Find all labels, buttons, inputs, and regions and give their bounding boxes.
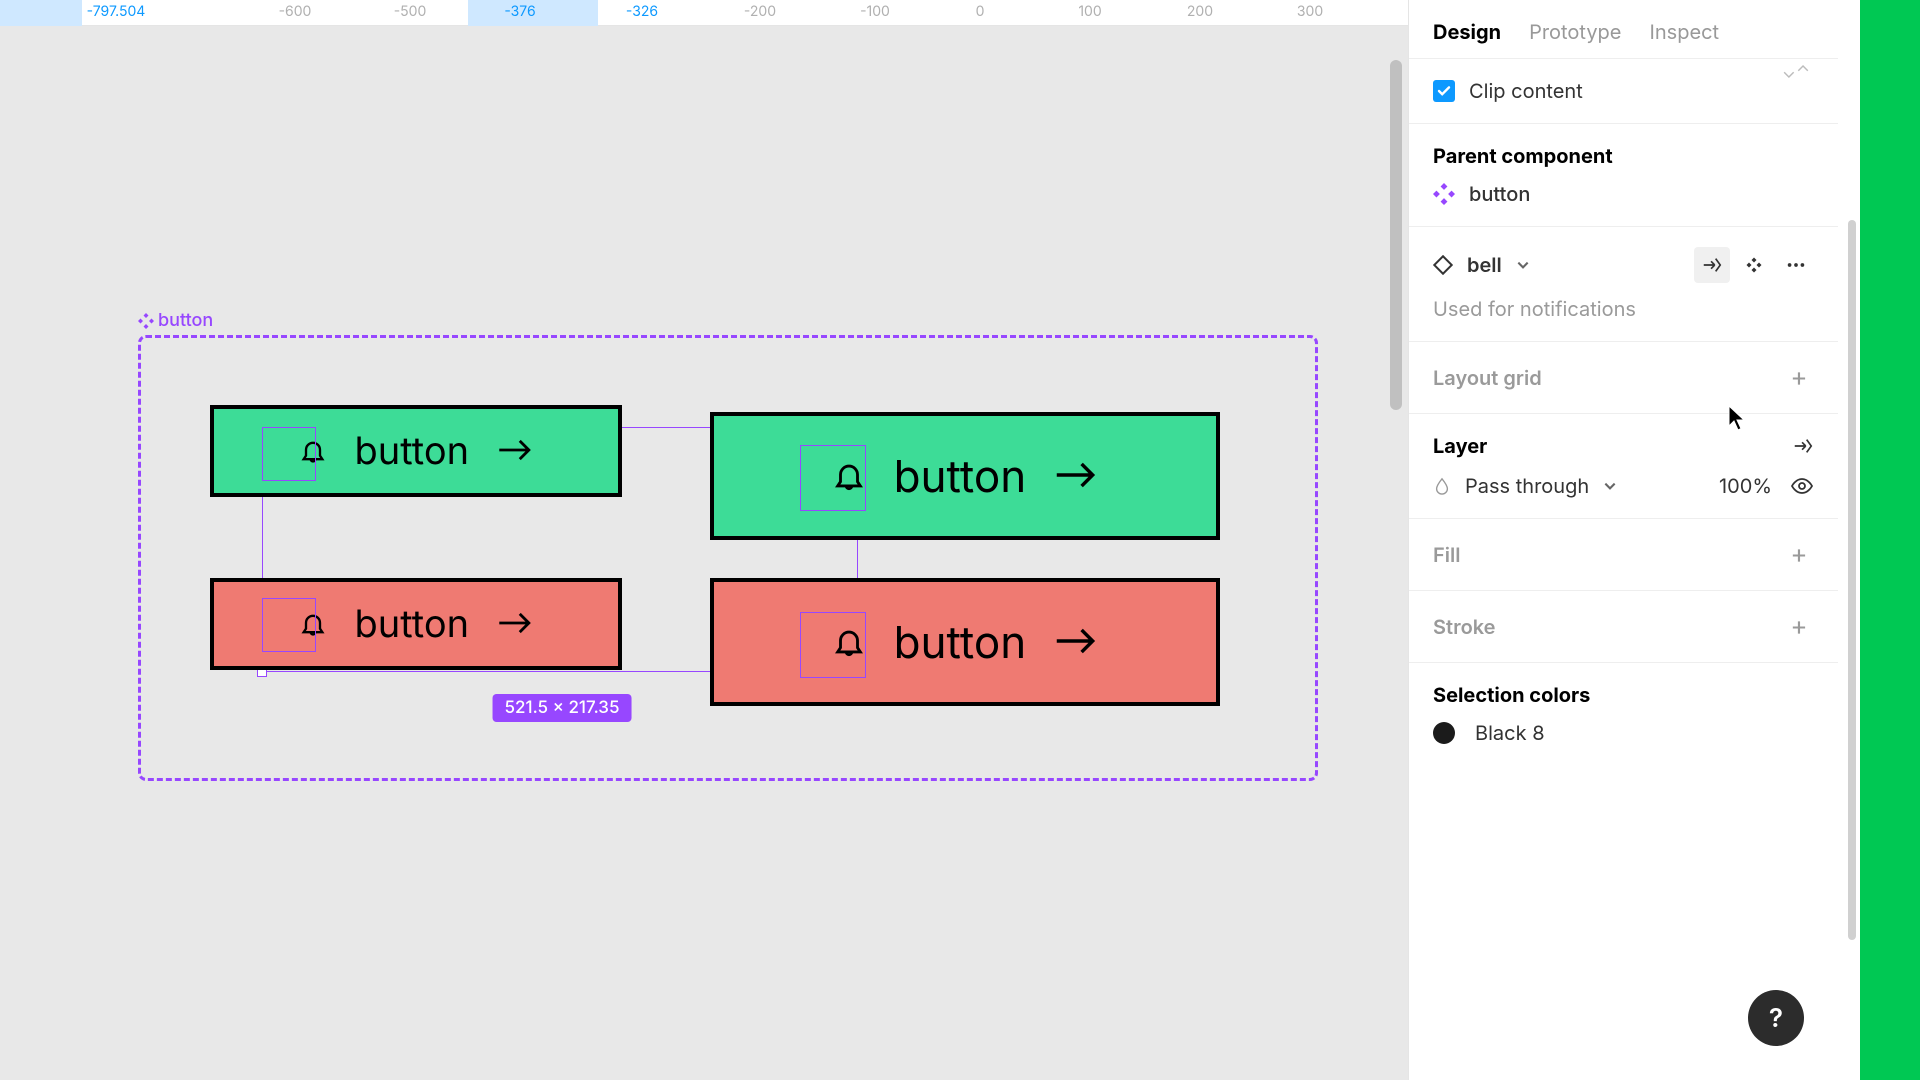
instance-description: Used for notifications xyxy=(1433,297,1814,321)
arrow-slot xyxy=(1054,615,1098,669)
fill-section: Fill + xyxy=(1409,519,1838,591)
opacity-input[interactable]: 100% xyxy=(1719,474,1772,498)
ruler-tick: -376 xyxy=(504,3,535,20)
go-to-main-component-button[interactable] xyxy=(1694,247,1730,283)
canvas[interactable]: -797.504 -600 -500 -376 -326 -200 -100 0 100 200 3… xyxy=(0,0,1408,1080)
arrow-right-icon xyxy=(1054,624,1098,658)
component-options-button[interactable] xyxy=(1736,247,1772,283)
component-icon xyxy=(1744,255,1764,275)
ruler-highlight-a xyxy=(0,0,82,26)
selection-dimensions-badge: 521.5 × 217.35 xyxy=(493,694,632,722)
properties-panel: Design Prototype Inspect ⌄⌃ Clip content… xyxy=(1408,0,1838,1080)
selection-colors-title: Selection colors xyxy=(1433,683,1814,707)
horizontal-ruler: -797.504 -600 -500 -376 -326 -200 -100 0 100 200 3… xyxy=(0,0,1408,26)
ruler-tick: -797.504 xyxy=(87,3,146,20)
layout-grid-title: Layout grid xyxy=(1433,366,1542,390)
add-fill-button[interactable]: + xyxy=(1784,539,1814,570)
tab-design[interactable]: Design xyxy=(1433,20,1501,44)
component-icon xyxy=(1433,183,1455,205)
external-green-strip xyxy=(1860,0,1920,1080)
ruler-tick: -600 xyxy=(279,3,312,20)
bell-icon xyxy=(832,625,866,659)
instance-swap-dropdown[interactable]: bell xyxy=(1433,253,1530,277)
button-variant[interactable]: button xyxy=(210,578,622,670)
tab-inspect[interactable]: Inspect xyxy=(1649,20,1719,44)
selection-color-name: Black 8 xyxy=(1475,721,1545,745)
parent-component-row[interactable]: button xyxy=(1433,182,1814,206)
parent-component-section: Parent component button xyxy=(1409,124,1838,227)
stroke-section: Stroke + xyxy=(1409,591,1838,663)
ruler-tick: -326 xyxy=(626,3,658,20)
panel-scrollbar[interactable] xyxy=(1848,220,1856,940)
check-icon xyxy=(1437,84,1451,98)
stroke-title: Stroke xyxy=(1433,615,1496,639)
bell-icon xyxy=(832,459,866,493)
component-label[interactable]: button xyxy=(138,310,213,331)
layer-style-icon[interactable] xyxy=(1792,435,1814,457)
bell-slot[interactable] xyxy=(299,610,327,638)
bell-slot[interactable] xyxy=(299,437,327,465)
layer-section: Layer Pass through 100% xyxy=(1409,414,1838,519)
arrow-right-icon xyxy=(497,609,533,637)
ruler-tick: -100 xyxy=(860,3,890,20)
add-stroke-button[interactable]: + xyxy=(1784,611,1814,642)
bell-icon xyxy=(299,437,327,465)
selection-colors-section: Selection colors Black 8 xyxy=(1409,663,1838,765)
button-variant[interactable]: button xyxy=(210,405,622,497)
ruler-tick: 100 xyxy=(1078,3,1101,20)
clip-content-checkbox[interactable] xyxy=(1433,80,1455,102)
component-frame[interactable] xyxy=(138,335,1318,781)
button-variant[interactable]: button xyxy=(710,578,1220,706)
component-label-text: button xyxy=(158,310,213,331)
ruler-tick: -500 xyxy=(394,3,427,20)
ruler-tick: 0 xyxy=(976,3,985,20)
selection-dimensions-text: 521.5 × 217.35 xyxy=(505,698,620,718)
add-layout-grid-button[interactable]: + xyxy=(1784,362,1814,393)
selection-color-row[interactable]: Black 8 xyxy=(1433,721,1814,745)
layer-title: Layer xyxy=(1433,434,1487,458)
button-label: button xyxy=(894,615,1027,669)
parent-component-title: Parent component xyxy=(1433,144,1814,168)
blend-icon xyxy=(1433,477,1451,495)
arrow-slot xyxy=(497,428,533,474)
chevron-down-icon xyxy=(1516,258,1530,272)
bell-slot[interactable] xyxy=(832,459,866,493)
button-variant[interactable]: button xyxy=(710,412,1220,540)
bell-icon xyxy=(299,610,327,638)
chevron-down-icon xyxy=(1603,479,1617,493)
instance-name: bell xyxy=(1467,253,1502,277)
instance-icon xyxy=(1433,255,1453,275)
visibility-icon[interactable] xyxy=(1790,474,1814,498)
canvas-scrollbar[interactable] xyxy=(1390,60,1402,410)
arrow-slot xyxy=(497,601,533,647)
fill-title: Fill xyxy=(1433,543,1460,567)
help-button[interactable]: ? xyxy=(1748,990,1804,1046)
tab-prototype[interactable]: Prototype xyxy=(1529,20,1621,44)
arrow-slot xyxy=(1054,449,1098,503)
instance-section: bell Used for notifications xyxy=(1409,227,1838,342)
component-icon xyxy=(138,313,154,329)
layout-grid-section: Layout grid + xyxy=(1409,342,1838,414)
blend-mode-dropdown[interactable]: Pass through xyxy=(1433,474,1617,498)
panel-tabs: Design Prototype Inspect xyxy=(1409,0,1838,59)
bell-slot[interactable] xyxy=(832,625,866,659)
button-label: button xyxy=(894,449,1027,503)
button-label: button xyxy=(355,428,470,474)
arrow-right-icon xyxy=(1054,458,1098,492)
button-label: button xyxy=(355,601,470,647)
ruler-tick: 300 xyxy=(1297,3,1323,20)
parent-component-name: button xyxy=(1469,182,1530,206)
color-swatch xyxy=(1433,722,1455,744)
ruler-tick: -200 xyxy=(744,3,776,20)
clip-content-label: Clip content xyxy=(1469,79,1583,103)
blend-mode-value: Pass through xyxy=(1465,474,1589,498)
ruler-tick: 200 xyxy=(1187,3,1213,20)
goto-icon xyxy=(1701,254,1723,276)
clip-content-section: Clip content xyxy=(1409,59,1838,124)
help-icon: ? xyxy=(1769,1003,1783,1034)
more-options-button[interactable] xyxy=(1778,247,1814,283)
arrow-right-icon xyxy=(497,436,533,464)
more-icon xyxy=(1785,254,1807,276)
figma-editor: -797.504 -600 -500 -376 -326 -200 -100 0 100 200 3… xyxy=(0,0,1860,1080)
